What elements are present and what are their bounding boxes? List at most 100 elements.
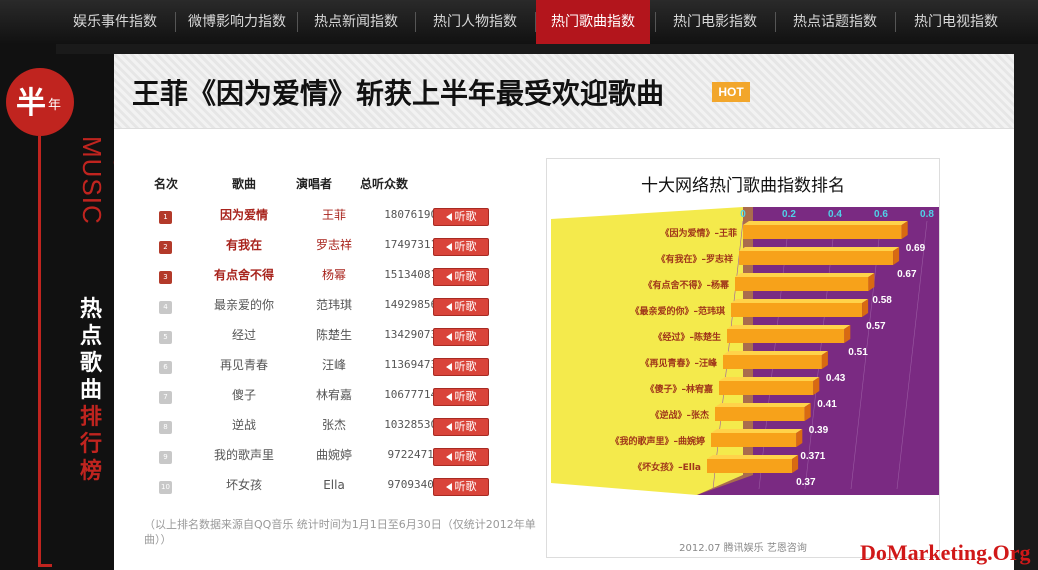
chart-bar [707,459,793,473]
chart-bar-top [719,377,820,381]
singer-name[interactable]: 罗志祥 [315,238,352,252]
chart-category-label: 《有点舍不得》–杨幂 [643,279,730,291]
nav-item-6[interactable]: 热门电影指数 [673,14,757,30]
chart-category-label: 《最亲爱的你》–范玮琪 [630,305,725,317]
chart-bar [723,355,822,369]
listen-label: 听歌 [454,420,477,433]
song-name[interactable]: 逆战 [231,418,256,432]
hot-badge: HOT [712,82,750,102]
vertical-title-char: 曲 [79,378,102,403]
listen-button[interactable]: 听歌 [433,208,489,226]
listener-count: 113694735 [384,358,444,371]
singer-name[interactable]: 汪峰 [321,358,346,372]
chart-category-label: 《经过》–陈楚生 [653,331,721,343]
left-title-strip [56,54,114,570]
chart-bar-top [723,351,828,355]
listen-button[interactable]: 听歌 [433,328,489,346]
listen-button[interactable]: 听歌 [433,238,489,256]
chart-bar-side [893,247,900,265]
chart-data-label: 0.43 [826,373,846,384]
singer-name[interactable]: 曲婉婷 [315,448,352,462]
song-name[interactable]: 经过 [231,328,256,342]
chart-data-label: 0.37 [796,477,816,488]
listen-label: 听歌 [454,390,477,403]
song-name[interactable]: 坏女孩 [225,478,262,492]
column-header-rank: 名次 [153,177,178,191]
listen-label: 听歌 [454,300,477,313]
singer-name[interactable]: 张杰 [321,418,346,432]
nav-item-4[interactable]: 热门人物指数 [433,14,517,30]
nav-item-7[interactable]: 热点话题指数 [793,14,877,30]
rank-badge: 4 [159,301,172,314]
listen-button[interactable]: 听歌 [433,478,489,496]
chart-tick-label: 0 [740,209,746,220]
nav-item-5[interactable]: 热门歌曲指数 [536,0,650,44]
nav-separator [297,12,298,32]
chart-title: 十大网络热门歌曲指数排名 [641,176,845,196]
table-row: 9 我的歌声里 曲婉婷 97224713 听歌 [144,444,504,474]
singer-name[interactable]: Ella [323,478,345,492]
song-name[interactable]: 有点舍不得 [213,268,274,282]
speaker-icon [445,273,452,281]
nav-item-2[interactable]: 微博影响力指数 [188,14,286,30]
listen-button[interactable]: 听歌 [433,388,489,406]
song-name[interactable]: 因为爱情 [219,208,268,222]
song-name[interactable]: 傻子 [231,388,256,402]
top-nav: 娱乐事件指数 微博影响力指数 热点新闻指数 热门人物指数 热门歌曲指数 热门电影指数 热点话… [0,0,1038,44]
table-row: 8 逆战 张杰 103285301 听歌 [144,414,504,444]
chart-data-label: 0.69 [906,243,926,254]
singer-name[interactable]: 范玮琪 [315,298,352,312]
vertical-title-char: 歌 [79,351,102,376]
vertical-title-char: 榜 [79,459,102,484]
speaker-icon [445,363,452,371]
chart-category-label: 《坏女孩》–Ella [633,461,701,473]
listen-button[interactable]: 听歌 [433,448,489,466]
song-name[interactable]: 再见青春 [219,358,268,372]
listen-label: 听歌 [454,330,477,343]
table-row: 10 坏女孩 Ella 97093406 听歌 [144,474,504,504]
song-name[interactable]: 我的歌声里 [213,448,274,462]
singer-name[interactable]: 林宥嘉 [315,388,352,402]
decorative-red-line-foot [38,564,52,567]
speaker-icon [445,243,452,251]
speaker-icon [445,333,452,341]
chart-data-label: 0.371 [800,451,825,462]
nav-separator [775,12,776,32]
vertical-title-char: 行 [79,432,102,457]
chart-bar-side [821,351,828,369]
rank-badge: 1 [159,211,172,224]
listener-count: 97224713 [387,448,441,461]
song-name[interactable]: 有我在 [225,238,262,252]
chart-bar-top [727,325,851,329]
chart-bar-top [735,273,875,277]
table-row: 5 经过 陈楚生 134290732 听歌 [144,324,504,354]
chart-bar [731,303,863,317]
listen-label: 听歌 [454,450,477,463]
listen-label: 听歌 [454,480,477,493]
chart-bar-side [813,377,820,395]
listen-button[interactable]: 听歌 [433,268,489,286]
listen-button[interactable]: 听歌 [433,298,489,316]
nav-item-8[interactable]: 热门电视指数 [914,14,998,30]
singer-name[interactable]: 陈楚生 [315,328,352,342]
chart-gridline [850,220,882,490]
chart-category-label: 《再见青春》–汪峰 [640,357,718,369]
chart-bar-side [792,455,799,473]
chart-data-label: 0.58 [872,295,892,306]
nav-item-1[interactable]: 娱乐事件指数 [73,14,157,30]
chart-bar-side [844,325,851,343]
chart-bar-top [739,247,900,251]
chart-bar [743,225,902,239]
chart-bar-side [901,221,908,239]
song-name[interactable]: 最亲爱的你 [213,298,274,312]
chart-category-label: 《有我在》–罗志祥 [656,253,733,265]
nav-item-3[interactable]: 热点新闻指数 [314,14,398,30]
rank-badge: 3 [159,271,172,284]
chart-bar [715,407,805,421]
listen-button[interactable]: 听歌 [433,418,489,436]
singer-name[interactable]: 王菲 [321,208,346,222]
nav-separator [175,12,176,32]
table-row: 4 最亲爱的你 范玮琪 149298562 听歌 [144,294,504,324]
singer-name[interactable]: 杨幂 [321,268,346,282]
listen-button[interactable]: 听歌 [433,358,489,376]
